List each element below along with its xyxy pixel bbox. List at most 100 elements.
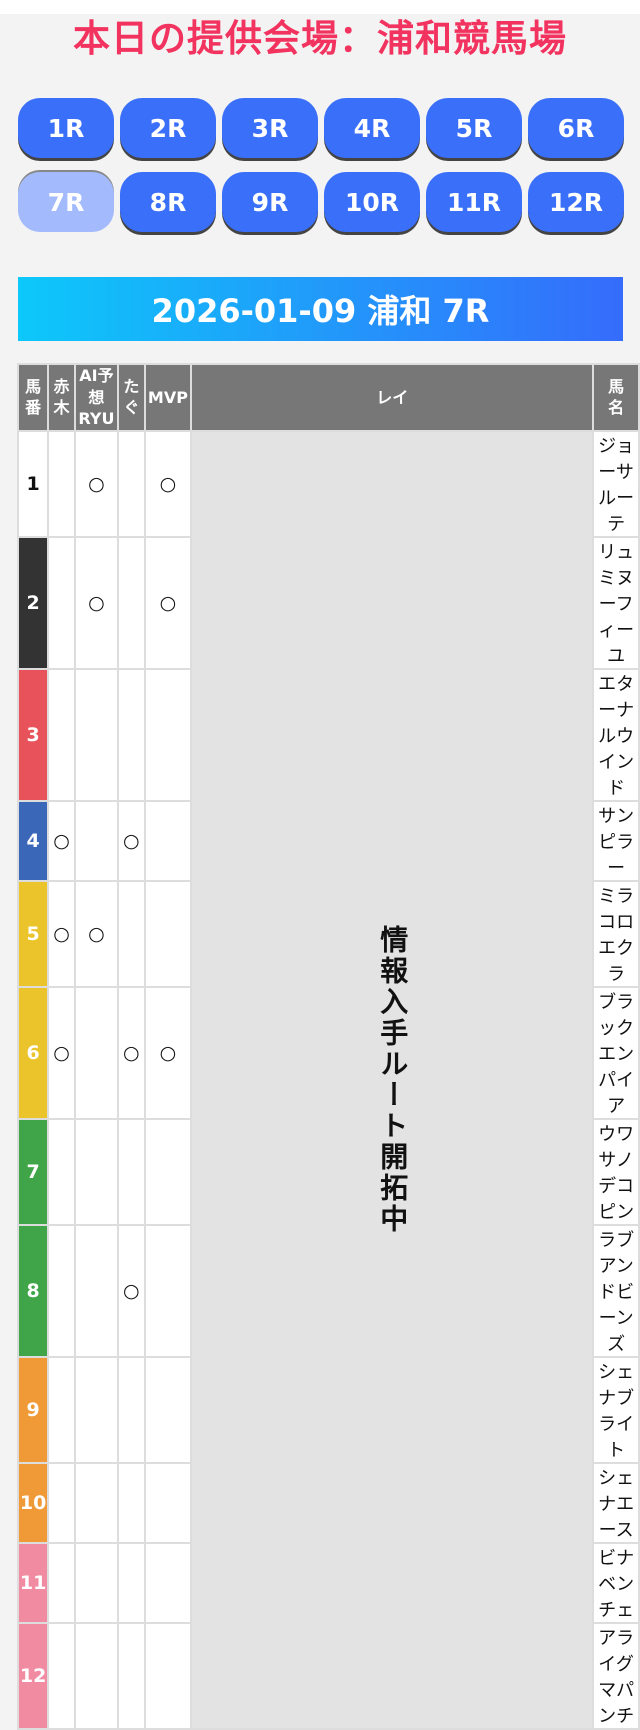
horse-name: ジョーサルーテ (592, 429, 640, 538)
mark-akagi (47, 667, 76, 802)
race-button-3r[interactable]: 3R (222, 98, 318, 158)
mark-akagi (47, 1621, 76, 1730)
header-number-line2: 番 (25, 398, 42, 418)
mark-ai (73, 1355, 120, 1464)
mark-ai (73, 1461, 120, 1544)
mark-tagu (117, 1117, 146, 1226)
horse-name: ミラコロエクラ (592, 879, 640, 988)
top-bar (0, 0, 640, 14)
mark-tagu (117, 667, 146, 802)
race-button-10r[interactable]: 10R (324, 172, 420, 232)
mark-ai: ○ (73, 535, 120, 670)
mark-ai (73, 799, 120, 882)
table-row: 3 エターナルウインド (16, 667, 640, 802)
mark-tagu (117, 1461, 146, 1544)
mark-mvp (143, 799, 193, 882)
rei-note-text: 情報入手ルート開拓中 (376, 924, 410, 1235)
race-button-2r[interactable]: 2R (120, 98, 216, 158)
mark-mvp (143, 1541, 193, 1624)
horse-number: 2 (16, 535, 50, 670)
header-ai-line1: AI予想 (79, 366, 114, 407)
race-button-6r[interactable]: 6R (528, 98, 624, 158)
mark-tagu (117, 535, 146, 670)
table-row: 4 ○ ○ サンピラー (16, 799, 640, 882)
mark-akagi (47, 1117, 76, 1226)
table-row: 1 ○ ○ 情報入手ルート開拓中 ジョーサルーテ (16, 429, 640, 1730)
table-row: 2 ○ ○ リュミヌーフィーユ (16, 535, 640, 670)
horse-name: ビナベンチェ (592, 1541, 640, 1624)
horse-number: 1 (16, 429, 50, 538)
mark-ai: ○ (73, 429, 120, 538)
horse-name: エターナルウインド (592, 667, 640, 802)
mark-akagi: ○ (47, 879, 76, 988)
horse-number: 7 (16, 1117, 50, 1226)
rei-column-note: 情報入手ルート開拓中 (190, 429, 595, 1730)
header-horse-name: 馬名 (592, 363, 640, 432)
mark-akagi: ○ (47, 985, 76, 1120)
mark-akagi (47, 1223, 76, 1358)
mark-mvp (143, 1461, 193, 1544)
horse-number: 10 (16, 1461, 50, 1544)
mark-akagi (47, 1355, 76, 1464)
horse-name: ブラックエンパイア (592, 985, 640, 1120)
horse-number: 11 (16, 1541, 50, 1624)
header-name-line1: 馬 (608, 376, 625, 396)
race-button-12r[interactable]: 12R (528, 172, 624, 232)
mark-akagi (47, 1461, 76, 1544)
header-number-line1: 馬 (25, 376, 42, 396)
horse-name: シェナブライト (592, 1355, 640, 1464)
race-button-8r[interactable]: 8R (120, 172, 216, 232)
horse-number: 3 (16, 667, 50, 802)
header-rei: レイ (190, 363, 595, 432)
mark-tagu (117, 879, 146, 988)
mark-mvp (143, 1621, 193, 1730)
header-mvp: MVP (143, 363, 193, 432)
header-tagu: たぐ (117, 363, 146, 432)
mark-tagu: ○ (117, 1223, 146, 1358)
horse-number: 9 (16, 1355, 50, 1464)
mark-ai (73, 1223, 120, 1358)
mark-ai (73, 1541, 120, 1624)
mark-ai (73, 985, 120, 1120)
mark-mvp: ○ (143, 985, 193, 1120)
mark-tagu (117, 1355, 146, 1464)
page-title: 本日の提供会場：浦和競馬場 (73, 17, 567, 60)
mark-akagi (47, 429, 76, 538)
header-ai: AI予想 RYU (73, 363, 120, 432)
mark-mvp (143, 1223, 193, 1358)
race-button-7r[interactable]: 7R (18, 172, 114, 232)
horse-name: サンピラー (592, 799, 640, 882)
horse-number: 4 (16, 799, 50, 882)
horse-name: ウワサノデコピン (592, 1117, 640, 1226)
table-header-row: 馬番 赤木 AI予想 RYU たぐ MVP レイ 馬名 (16, 363, 640, 432)
horse-name: ラブアンドビーンズ (592, 1223, 640, 1358)
race-button-1r[interactable]: 1R (18, 98, 114, 158)
race-button-5r[interactable]: 5R (426, 98, 522, 158)
horse-number: 5 (16, 879, 50, 988)
mark-tagu (117, 1621, 146, 1730)
header-ai-line2: RYU (78, 409, 115, 429)
mark-akagi (47, 535, 76, 670)
mark-mvp (143, 1355, 193, 1464)
race-button-4r[interactable]: 4R (324, 98, 420, 158)
race-button-9r[interactable]: 9R (222, 172, 318, 232)
mark-ai (73, 1117, 120, 1226)
header-name-line2: 名 (608, 398, 625, 418)
horse-number: 8 (16, 1223, 50, 1358)
mark-ai (73, 1621, 120, 1730)
mark-mvp: ○ (143, 429, 193, 538)
prediction-table: 馬番 赤木 AI予想 RYU たぐ MVP レイ 馬名 1 ○ ○ 情報入手ルート開拓中… (16, 363, 640, 1730)
race-button-11r[interactable]: 11R (426, 172, 522, 232)
mark-ai: ○ (73, 879, 120, 988)
mark-tagu: ○ (117, 799, 146, 882)
mark-mvp (143, 879, 193, 988)
mark-tagu (117, 1541, 146, 1624)
mark-ai (73, 667, 120, 802)
horse-number: 12 (16, 1621, 50, 1730)
header-number: 馬番 (16, 363, 50, 432)
horse-name: アライグマパンチ (592, 1621, 640, 1730)
mark-akagi (47, 1541, 76, 1624)
horse-number: 6 (16, 985, 50, 1120)
horse-name: シェナエース (592, 1461, 640, 1544)
mark-mvp: ○ (143, 535, 193, 670)
